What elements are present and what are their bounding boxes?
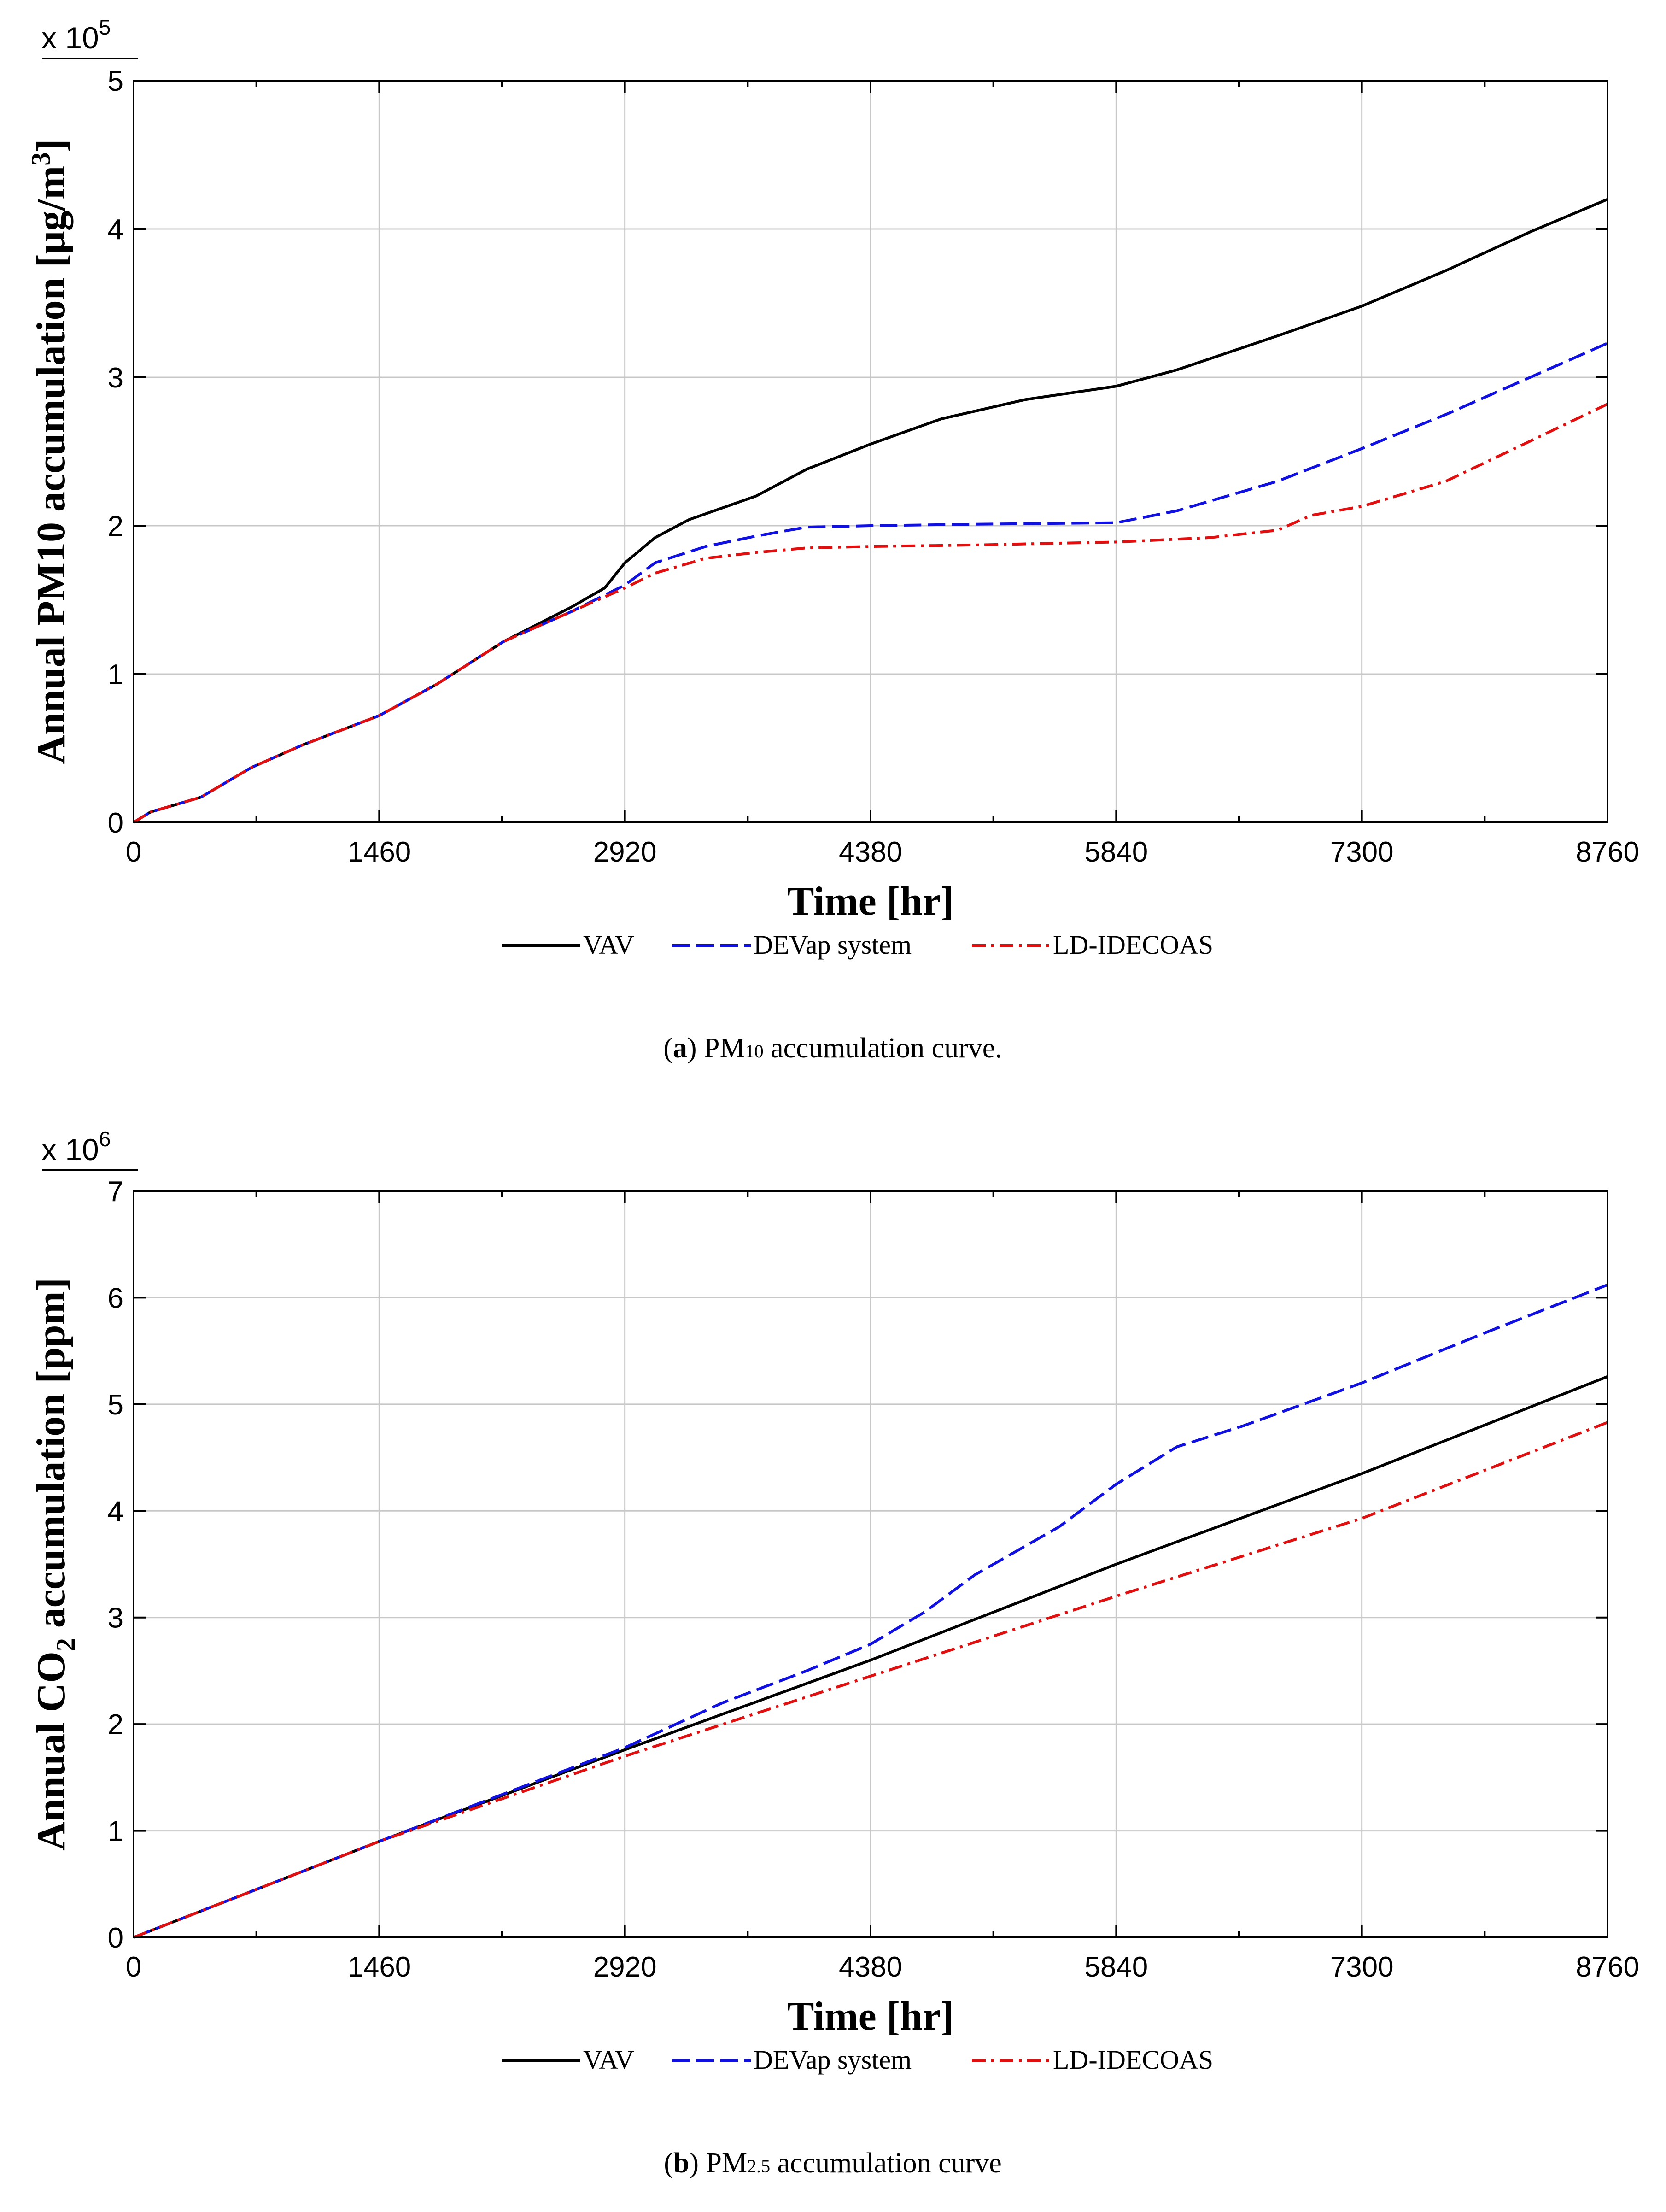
y-axis-label-main: Annual CO bbox=[29, 1651, 74, 1851]
multiplier-exponent: 5 bbox=[99, 15, 111, 39]
legend-label: VAV bbox=[583, 930, 634, 960]
caption-paren-open: ( bbox=[663, 1033, 673, 1064]
x-tick-label: 0 bbox=[126, 836, 141, 868]
caption-letter: b bbox=[673, 2147, 689, 2179]
x-tick-label: 2920 bbox=[593, 836, 657, 868]
legend-label: VAV bbox=[583, 2045, 634, 2075]
x-tick-label: 4380 bbox=[839, 1951, 902, 1983]
plot-frame bbox=[133, 1190, 1608, 1938]
y-tick-label: 3 bbox=[108, 362, 123, 394]
legend-label: DEVap system bbox=[754, 2045, 912, 2075]
caption-paren-close: ) bbox=[689, 2147, 706, 2179]
x-tick-label: 1460 bbox=[347, 1951, 411, 1983]
x-tick-label: 8760 bbox=[1576, 836, 1639, 868]
y-multiplier-label: x 105 bbox=[41, 15, 111, 55]
caption-pm: PM bbox=[706, 2147, 748, 2179]
y-tick-label: 5 bbox=[108, 65, 123, 97]
legend-label: LD-IDECOAS bbox=[1053, 930, 1213, 960]
x-tick-label: 1460 bbox=[347, 836, 411, 868]
y-axis-label: Annual PM10 accumulation [μg/m3] bbox=[26, 139, 74, 764]
caption-pm: PM bbox=[704, 1033, 745, 1064]
y-tick-label: 2 bbox=[108, 510, 123, 542]
y-multiplier-label: x 106 bbox=[41, 1127, 111, 1167]
y-tick-label: 4 bbox=[108, 214, 123, 246]
plot-frame bbox=[133, 80, 1608, 823]
y-tick-label: 1 bbox=[108, 659, 123, 691]
y-axis-label-end: accumulation [ppm] bbox=[29, 1278, 74, 1638]
y-axis-label: Annual CO2 accumulation [ppm] bbox=[29, 1278, 81, 1851]
series-line-devap-system bbox=[133, 1283, 1608, 1939]
legend-label: LD-IDECOAS bbox=[1053, 2045, 1213, 2075]
x-axis-label: Time [hr] bbox=[787, 1994, 954, 2039]
caption-rest: accumulation curve bbox=[770, 2147, 1002, 2179]
y-tick-label: 7 bbox=[108, 1176, 123, 1208]
caption-paren-open: ( bbox=[664, 2147, 673, 2179]
series-line-ld-idecoas bbox=[133, 1421, 1608, 1939]
y-axis-label-superscript: 3 bbox=[26, 153, 56, 166]
legend-label: DEVap system bbox=[754, 930, 912, 960]
multiplier-exponent: 6 bbox=[99, 1127, 111, 1151]
y-axis-label-end: ] bbox=[29, 139, 74, 152]
y-tick-label: 6 bbox=[108, 1282, 123, 1314]
x-tick-label: 0 bbox=[126, 1951, 141, 1983]
caption-paren-close: ) bbox=[687, 1033, 704, 1064]
y-axis-label-subscript: 2 bbox=[51, 1638, 81, 1651]
multiplier-base: x 10 bbox=[41, 21, 99, 55]
y-tick-label: 0 bbox=[108, 807, 123, 839]
y-tick-label: 1 bbox=[108, 1816, 123, 1848]
x-axis-label: Time [hr] bbox=[787, 879, 954, 924]
y-tick-label: 4 bbox=[108, 1496, 123, 1527]
multiplier-base: x 10 bbox=[41, 1132, 99, 1167]
y-tick-label: 2 bbox=[108, 1709, 123, 1741]
x-tick-label: 7300 bbox=[1330, 1951, 1394, 1983]
x-tick-label: 4380 bbox=[839, 836, 902, 868]
x-tick-label: 5840 bbox=[1084, 1951, 1148, 1983]
x-tick-label: 2920 bbox=[593, 1951, 657, 1983]
x-tick-label: 7300 bbox=[1330, 836, 1394, 868]
figure-caption: (a) PM10 accumulation curve. bbox=[663, 1033, 1002, 1064]
series-line-ld-idecoas bbox=[133, 403, 1608, 824]
y-axis-label-main: Annual PM10 accumulation [μg/m bbox=[29, 166, 74, 764]
y-tick-label: 3 bbox=[108, 1602, 123, 1634]
figure-caption: (b) PM2.5 accumulation curve bbox=[664, 2147, 1002, 2179]
caption-letter: a bbox=[673, 1033, 687, 1064]
caption-rest: accumulation curve. bbox=[764, 1033, 1002, 1064]
caption-subscript: 2.5 bbox=[747, 2156, 770, 2177]
y-tick-label: 0 bbox=[108, 1922, 123, 1954]
x-tick-label: 8760 bbox=[1576, 1951, 1639, 1983]
y-tick-label: 5 bbox=[108, 1389, 123, 1421]
caption-subscript: 10 bbox=[745, 1041, 764, 1062]
x-tick-label: 5840 bbox=[1084, 836, 1148, 868]
